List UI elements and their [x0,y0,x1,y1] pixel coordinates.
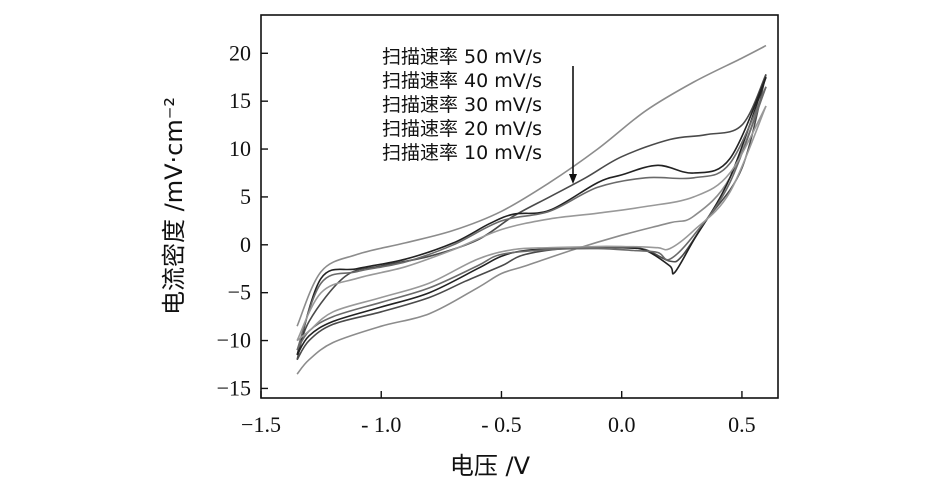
series-line-reverse [296,86,767,351]
series-line-reverse [296,44,767,327]
series-5 [296,105,767,342]
y-tick-label: 20 [229,40,251,65]
x-tick-label: 0.0 [608,412,636,437]
legend-arrow-head [569,174,577,184]
series-line-reverse [296,105,767,341]
legend-entry: 扫描速率 50 mV/s [382,46,542,68]
series-line-reverse [296,74,767,360]
y-tick-label: 5 [240,184,251,209]
plot-frame [260,14,779,399]
y-axis-title: 电流密度 /mV·cm⁻² [160,97,188,315]
series-line-forward [296,86,767,375]
legend-entry: 扫描速率 40 mV/s [382,70,542,92]
legend-entry: 扫描速率 20 mV/s [382,118,542,140]
x-tick-label: 0.5 [728,412,756,437]
series-line-forward [296,105,767,342]
legend-entry: 扫描速率 30 mV/s [382,94,542,116]
series-layer [296,44,767,375]
axis-layer: −15 −10 −5 0 5 10 15 20 −1.5 - 1.0 - 0.5 0.0 0.5 [217,40,756,437]
legend-entry: 扫描速率 10 mV/s [382,142,542,164]
y-tick-label: 0 [240,232,251,257]
x-tick-label: −1.5 [241,412,281,437]
series-4 [296,86,767,351]
series-line-forward [296,86,767,351]
series-1 [296,44,767,375]
y-tick-label: 10 [229,136,251,161]
y-tick-label: 15 [229,88,251,113]
x-tick-label: - 1.0 [361,412,401,437]
x-tick-label: - 0.5 [481,412,521,437]
x-axis-title: 电压 /V [450,452,531,480]
y-tick-label: −15 [217,375,251,400]
y-tick-label: −10 [217,328,251,353]
series-line-reverse [296,76,767,356]
y-tick-label: −5 [228,280,251,305]
